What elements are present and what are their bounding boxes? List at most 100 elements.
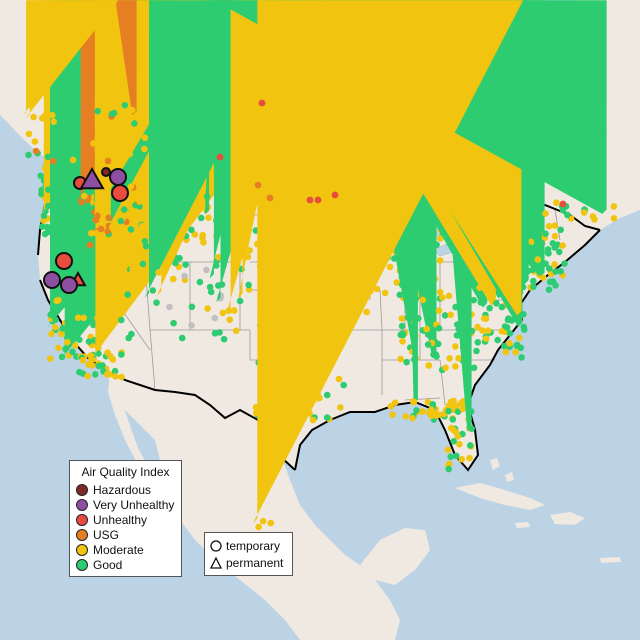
temporary-monitor-marker bbox=[226, 316, 234, 324]
major-event-markers bbox=[43, 166, 129, 294]
temporary-monitor-marker bbox=[433, 353, 440, 360]
temporary-monitor-marker bbox=[38, 187, 45, 195]
temporary-monitor-marker bbox=[44, 153, 52, 161]
temporary-monitor-marker bbox=[551, 232, 559, 240]
temporary-monitor-marker bbox=[306, 196, 314, 204]
very-unhealthy-temporary-marker bbox=[109, 168, 127, 186]
temporary-monitor-marker bbox=[117, 217, 125, 225]
legend-label: Good bbox=[93, 557, 123, 572]
temporary-monitor-marker bbox=[72, 342, 79, 349]
temporary-monitor-marker bbox=[255, 523, 262, 531]
temporary-monitor-marker bbox=[473, 347, 480, 355]
temporary-monitor-marker bbox=[81, 192, 88, 200]
temporary-monitor-marker bbox=[81, 297, 89, 305]
temporary-monitor-marker bbox=[479, 327, 486, 334]
temporary-monitor-marker bbox=[49, 157, 57, 165]
legend-item-hazardous: Hazardous bbox=[76, 482, 151, 497]
temporary-monitor-marker bbox=[525, 267, 532, 275]
monitor-markers bbox=[21, 0, 618, 531]
temporary-monitor-marker bbox=[137, 209, 145, 217]
temporary-monitor-marker bbox=[181, 272, 188, 280]
legend-label: USG bbox=[93, 527, 120, 542]
temporary-monitor-marker bbox=[220, 335, 228, 343]
temporary-monitor-marker bbox=[58, 353, 66, 361]
temporary-monitor-marker bbox=[445, 292, 453, 300]
temporary-monitor-marker bbox=[140, 102, 148, 110]
temporary-monitor-marker bbox=[55, 344, 62, 352]
temporary-monitor-marker bbox=[141, 145, 148, 153]
temporary-monitor-marker bbox=[112, 141, 120, 148]
temporary-monitor-marker bbox=[559, 242, 566, 249]
temporary-monitor-marker bbox=[69, 348, 76, 356]
unhealthy-temporary-marker bbox=[111, 184, 129, 202]
legend-item-usg: USG bbox=[76, 527, 119, 542]
temporary-monitor-marker bbox=[129, 265, 136, 272]
temporary-monitor-marker bbox=[468, 425, 476, 433]
temporary-monitor-marker bbox=[259, 517, 267, 525]
temporary-monitor-marker bbox=[557, 268, 564, 275]
temporary-monitor-marker bbox=[527, 238, 535, 246]
temporary-monitor-marker bbox=[545, 222, 553, 230]
temporary-monitor-marker bbox=[59, 325, 66, 332]
legend-label: temporary bbox=[226, 539, 281, 553]
temporary-monitor-marker bbox=[118, 351, 125, 358]
permanent-monitor-marker bbox=[204, 0, 215, 215]
legend-label: Moderate bbox=[93, 542, 144, 557]
temporary-monitor-marker bbox=[428, 412, 435, 420]
hazardous-temporary-marker bbox=[101, 167, 111, 177]
temporary-monitor-marker bbox=[419, 408, 426, 415]
temporary-monitor-marker bbox=[421, 290, 428, 297]
temporary-monitor-marker bbox=[118, 373, 125, 381]
temporary-monitor-marker bbox=[127, 226, 135, 233]
temporary-monitor-marker bbox=[455, 355, 462, 362]
temporary-monitor-marker bbox=[39, 223, 46, 230]
temporary-monitor-marker bbox=[45, 186, 52, 193]
temporary-monitor-marker bbox=[85, 361, 92, 368]
temporary-monitor-marker bbox=[169, 275, 177, 283]
temporary-monitor-marker bbox=[314, 196, 322, 204]
temporary-monitor-marker bbox=[136, 198, 143, 205]
temporary-monitor-marker bbox=[119, 136, 127, 143]
temporary-monitor-marker bbox=[331, 191, 339, 199]
temporary-monitor-marker bbox=[204, 305, 211, 312]
very-unhealthy-temporary-marker bbox=[43, 271, 61, 289]
temporary-monitor-marker bbox=[139, 222, 146, 230]
temporary-monitor-marker bbox=[200, 239, 207, 246]
temporary-monitor-marker bbox=[53, 297, 60, 305]
temporary-monitor-marker bbox=[128, 207, 135, 214]
temporary-monitor-marker bbox=[610, 203, 618, 210]
temporary-monitor-marker bbox=[580, 209, 588, 216]
temporary-monitor-marker bbox=[542, 260, 549, 268]
temporary-monitor-marker bbox=[92, 371, 99, 378]
temporary-monitor-marker bbox=[598, 205, 606, 212]
moderate-swatch-icon bbox=[76, 543, 88, 556]
temporary-monitor-marker bbox=[458, 456, 466, 463]
temporary-monitor-marker bbox=[518, 354, 525, 361]
temporary-monitor-marker bbox=[542, 230, 549, 237]
temporary-monitor-marker bbox=[136, 203, 143, 210]
temporary-monitor-marker bbox=[31, 138, 39, 145]
temporary-monitor-marker bbox=[470, 364, 478, 372]
temporary-monitor-marker bbox=[363, 308, 371, 316]
temporary-monitor-marker bbox=[493, 300, 500, 307]
temporary-monitor-marker bbox=[97, 225, 105, 233]
bahamas bbox=[490, 458, 514, 482]
temporary-monitor-marker bbox=[498, 303, 506, 311]
temporary-monitor-marker bbox=[452, 363, 459, 370]
baja-california bbox=[108, 375, 158, 490]
temporary-monitor-marker bbox=[132, 193, 140, 200]
temporary-monitor-marker bbox=[197, 214, 205, 222]
temporary-monitor-marker bbox=[108, 223, 116, 231]
temporary-monitor-marker bbox=[58, 126, 66, 134]
very-unhealthy-permanent-marker bbox=[79, 166, 105, 190]
temporary-monitor-marker bbox=[108, 110, 116, 118]
temporary-monitor-marker bbox=[446, 355, 453, 362]
legend-item-good: Good bbox=[76, 557, 122, 572]
legend-label: Very Unhealthy bbox=[93, 497, 175, 512]
legend-item-moderate: Moderate bbox=[76, 542, 144, 557]
temporary-monitor-marker bbox=[381, 289, 389, 297]
temporary-monitor-marker bbox=[124, 291, 131, 298]
very-unhealthy-temporary-marker bbox=[60, 276, 78, 294]
temporary-monitor-marker bbox=[561, 260, 568, 267]
temporary-monitor-marker bbox=[442, 364, 449, 372]
